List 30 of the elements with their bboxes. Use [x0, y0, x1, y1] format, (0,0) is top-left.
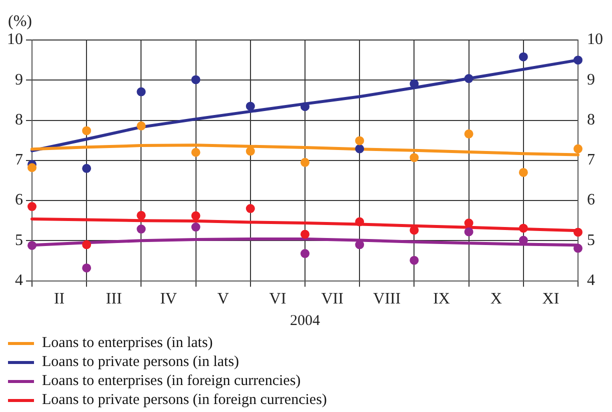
x-tick-label: XI — [542, 290, 560, 308]
y2-tick-label: 6 — [587, 192, 595, 209]
x-tick-label: VI — [269, 290, 286, 308]
y-tick-label: 10 — [7, 31, 23, 48]
y-axis-title: (%) — [8, 13, 32, 30]
x-tick-label: IX — [433, 290, 450, 308]
x-axis-title: 2004 — [290, 312, 320, 329]
x-tick-label: III — [106, 290, 122, 308]
legend-label: Loans to private persons (in foreign currencies) — [42, 392, 327, 409]
y2-tick-label: 7 — [587, 152, 595, 169]
y-tick-label: 8 — [15, 111, 23, 128]
y-tick-label: 5 — [15, 232, 23, 249]
y-tick-label: 4 — [15, 272, 23, 290]
y2-tick-label: 8 — [587, 111, 595, 128]
x-tick-label: VIII — [373, 290, 401, 308]
legend-label: Loans to enterprises (in lats) — [42, 335, 213, 352]
y-tick-label: 6 — [15, 192, 23, 209]
x-tick-label: X — [490, 290, 502, 308]
y2-tick-label: 4 — [587, 272, 595, 290]
legend-label: Loans to private persons (in lats) — [42, 354, 240, 371]
y2-tick-label: 10 — [587, 31, 603, 48]
x-tick-label: II — [54, 290, 65, 308]
x-tick-label: V — [217, 290, 230, 308]
x-tick-label: VII — [321, 290, 344, 308]
y-tick-label: 9 — [15, 71, 23, 88]
legend-label: Loans to enterprises (in foreign currencies) — [42, 373, 301, 390]
y2-tick-label: 5 — [587, 232, 595, 249]
x-tick-label: IV — [160, 290, 178, 308]
y-tick-label: 7 — [15, 152, 23, 169]
y2-tick-label: 9 — [587, 71, 595, 88]
